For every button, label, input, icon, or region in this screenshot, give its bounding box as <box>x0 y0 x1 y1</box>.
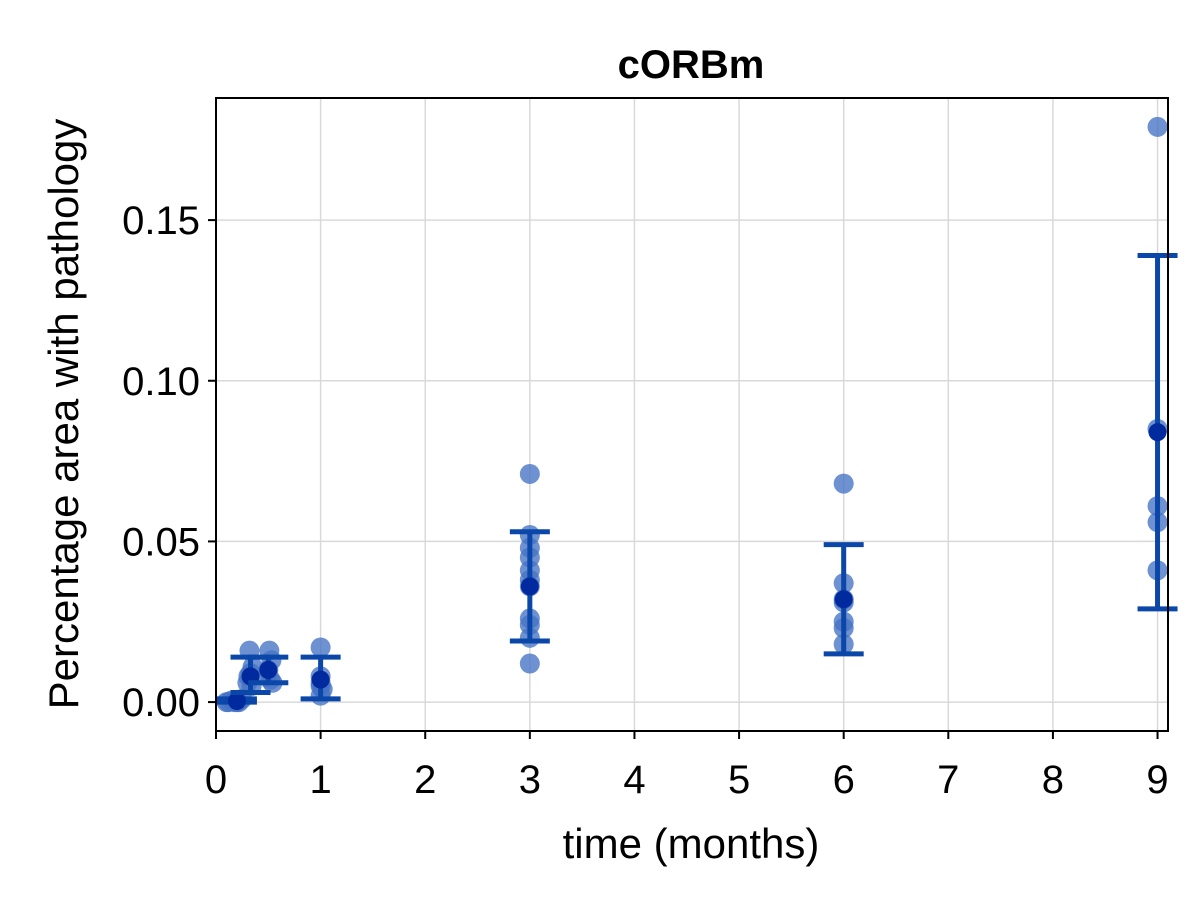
x-axis-label: time (months) <box>563 820 820 867</box>
x-tick-label: 8 <box>1042 758 1064 802</box>
x-tick-label: 9 <box>1146 758 1168 802</box>
plot-frame <box>215 97 1169 732</box>
x-tick-label: 3 <box>519 758 541 802</box>
mean-point <box>520 577 539 596</box>
x-tick-label: 1 <box>309 758 331 802</box>
x-axis-ticks: 0 1 2 3 4 5 6 7 8 9 <box>205 731 1169 802</box>
data-point <box>519 653 540 674</box>
mean-point <box>259 660 278 679</box>
y-tick-label: 0.10 <box>122 360 200 404</box>
x-tick-label: 4 <box>623 758 645 802</box>
x-tick-label: 2 <box>414 758 436 802</box>
mean-point <box>834 590 853 609</box>
data-marks <box>216 116 1178 713</box>
y-axis-ticks: 0.00 0.05 0.10 0.15 <box>122 199 216 725</box>
y-axis-label: Percentage area with pathology <box>40 119 87 710</box>
x-tick-label: 5 <box>728 758 750 802</box>
data-point <box>519 463 540 484</box>
mean-point <box>311 670 330 689</box>
grid-lines <box>215 98 1168 731</box>
data-point <box>833 473 854 494</box>
x-tick-label: 6 <box>833 758 855 802</box>
data-point <box>310 637 331 658</box>
mean-point <box>227 692 246 711</box>
mean-point <box>1148 423 1167 442</box>
x-tick-label: 0 <box>205 758 227 802</box>
chart-title: cORBm <box>618 43 765 87</box>
y-tick-label: 0.05 <box>122 520 200 564</box>
y-tick-label: 0.00 <box>122 681 200 725</box>
y-tick-label: 0.15 <box>122 199 200 243</box>
data-point <box>1147 116 1168 137</box>
x-tick-label: 7 <box>937 758 959 802</box>
